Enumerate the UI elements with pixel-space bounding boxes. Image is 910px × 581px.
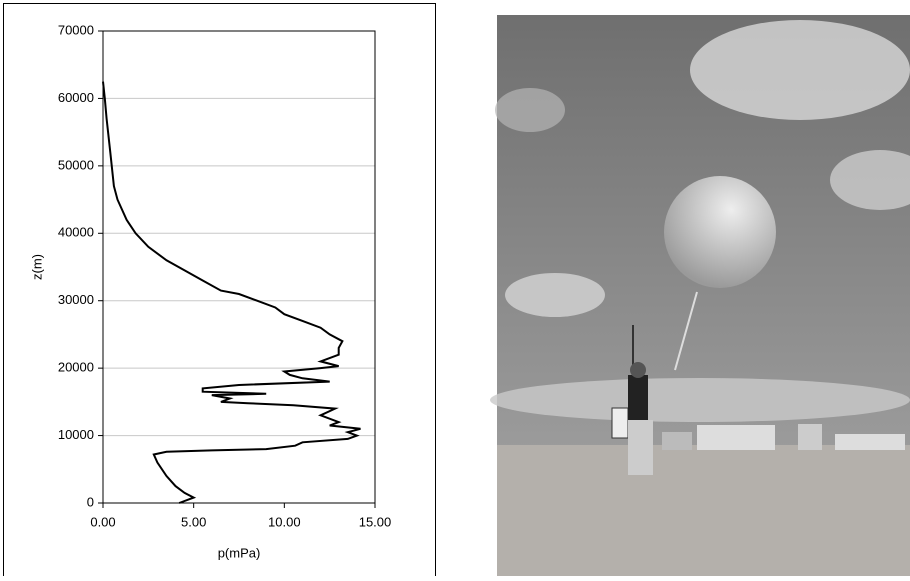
x-tick-label: 10.00 — [268, 514, 301, 529]
x-tick-label: 0.00 — [90, 514, 115, 529]
y-tick-label: 0 — [87, 494, 94, 509]
y-tick-label: 30000 — [58, 292, 94, 307]
y-tick-label: 20000 — [58, 360, 94, 375]
x-tick-label: 5.00 — [181, 514, 206, 529]
y-tick-label: 10000 — [58, 427, 94, 442]
y-axis-title: z(m) — [29, 254, 44, 280]
photo — [490, 15, 910, 576]
figure: z(m) p(mPa) 0 10000 20000 30000 40000 50000 60… — [0, 0, 910, 576]
x-tick-label: 15.00 — [359, 514, 392, 529]
y-tick-label: 40000 — [58, 225, 94, 240]
y-tick-label: 70000 — [58, 22, 94, 37]
y-tick-label: 60000 — [58, 90, 94, 105]
x-axis-title: p(mPa) — [218, 545, 261, 560]
y-tick-label: 50000 — [58, 157, 94, 172]
